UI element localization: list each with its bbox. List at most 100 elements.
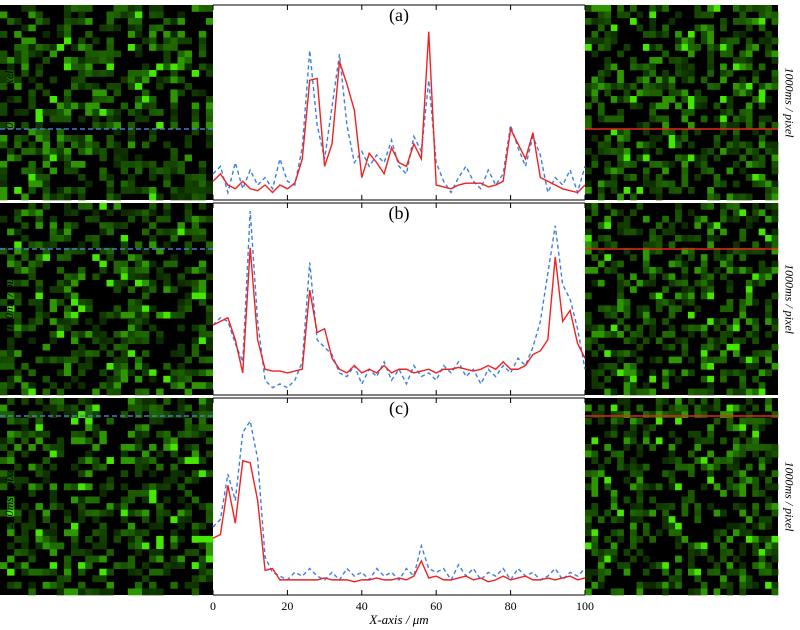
image-pixel [99,247,107,255]
image-pixel [163,63,171,71]
image-pixel [668,299,676,306]
x-tick-label: 0 [210,599,216,613]
image-pixel [21,324,29,332]
image-pixel [758,180,766,188]
image-pixel [636,509,644,517]
image-pixel [636,463,644,471]
image-pixel [617,509,624,517]
image-pixel [85,457,93,464]
image-pixel [149,411,157,418]
image-pixel [85,215,93,223]
image-pixel [63,363,72,370]
image-pixel [604,363,612,370]
image-pixel [42,18,50,25]
image-pixel [177,273,185,281]
image-pixel [642,509,650,517]
image-pixel [604,63,612,71]
image-pixel [71,135,79,142]
image-pixel [56,193,65,201]
image-pixel [675,31,682,38]
image-pixel [726,568,734,576]
image-pixel [694,267,702,274]
image-pixel [758,424,766,432]
image-pixel [604,457,612,464]
image-pixel [771,411,779,418]
image-pixel [78,496,86,504]
image-pixel [120,209,129,217]
image-pixel [617,193,624,201]
image-pixel [71,588,79,596]
image-pixel [630,193,637,201]
image-pixel [604,267,612,274]
image-pixel [63,318,72,325]
image-pixel [63,222,72,229]
image-pixel [205,450,214,458]
image-pixel [636,404,644,412]
image-pixel [56,443,65,451]
image-pixel [752,273,759,281]
image-pixel [56,235,65,242]
image-pixel [149,222,157,229]
image-pixel [21,247,29,255]
image-pixel [591,503,599,510]
image-pixel [642,70,650,77]
image-pixel [713,247,721,255]
image-pixel [191,286,200,293]
image-pixel [752,331,759,338]
image-pixel [42,581,50,589]
image-pixel [113,286,121,293]
image-pixel [739,299,747,306]
image-pixel [649,180,657,188]
image-pixel [14,267,22,274]
image-pixel [739,5,747,12]
image-pixel [642,463,650,471]
image-pixel [707,203,714,210]
image-pixel [56,109,65,116]
image-pixel [71,141,79,149]
image-pixel [99,122,107,129]
image-pixel [142,267,150,274]
image-pixel [694,89,702,97]
image-pixel [92,148,100,155]
image-pixel [205,109,214,116]
image-pixel [78,343,86,351]
image-pixel [14,209,22,217]
image-pixel [771,148,779,155]
image-pixel [49,215,58,223]
image-pixel [739,549,747,556]
image-pixel [597,109,605,116]
image-pixel [687,555,695,563]
image-pixel [726,417,734,425]
image-pixel [191,180,200,188]
image-pixel [745,581,753,589]
image-pixel [752,247,759,255]
image-pixel [591,324,599,332]
image-pixel [63,18,72,25]
image-pixel [758,388,766,396]
image-pixel [739,522,747,530]
image-pixel [184,193,192,201]
image-pixel [758,247,766,255]
image-pixel [127,267,136,274]
image-pixel [707,44,714,51]
image-pixel [720,350,727,357]
image-pixel [726,411,734,418]
image-pixel [170,63,178,71]
image-pixel [655,337,663,345]
image-pixel [630,254,637,261]
image-pixel [623,11,631,19]
image-pixel [85,483,93,491]
image-pixel [662,562,669,570]
image-pixel [63,57,72,64]
image-pixel [642,424,650,432]
image-pixel [149,260,157,268]
image-pixel [142,450,150,458]
image-pixel [726,50,734,58]
image-pixel [655,404,663,412]
image-pixel [597,343,605,351]
image-pixel [14,135,22,142]
image-pixel [78,70,86,77]
image-pixel [610,331,618,338]
image-pixel [85,470,93,478]
image-pixel [170,450,178,458]
